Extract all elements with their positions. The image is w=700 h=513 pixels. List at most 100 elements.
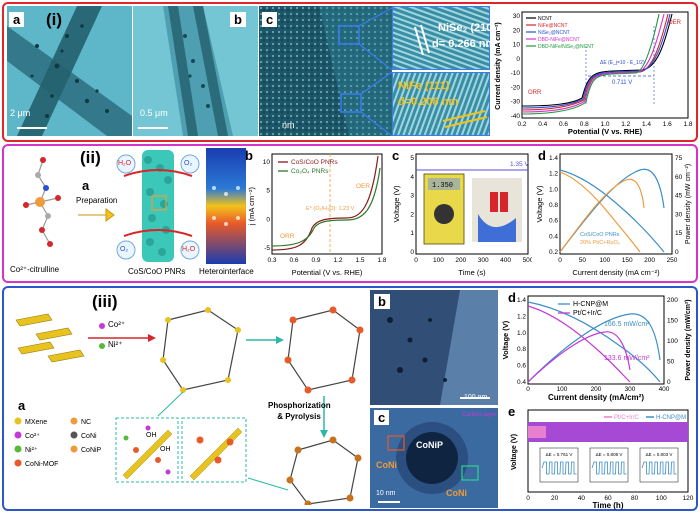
legend-entry: Pt/C+Ir/C	[614, 415, 640, 421]
scalebar-b: 0.5 μm	[140, 108, 168, 118]
label-i: (i)	[46, 10, 63, 29]
hr1-spacing: d= 0.266 nm	[432, 38, 496, 50]
row3d-ylabel2: Power density (mW/cm²)	[685, 299, 692, 380]
molecule-caption: Co²⁺-citrulline	[10, 265, 60, 274]
row3-chart-d: 0 100 200 300 400 1.4 1.2 1.0 0.8 0.6 0.4 200 150 1…	[501, 295, 692, 402]
row3d-xlabel: Current density (mA/cm²)	[548, 393, 644, 402]
bubble-o2-2: O₂	[120, 246, 129, 253]
x-tick-label: 400	[659, 386, 670, 393]
co-ion-label: Co²⁺	[108, 320, 126, 329]
x-tick-label: 0.8	[580, 121, 589, 128]
y-tick-label: 1	[410, 230, 414, 237]
hr1-label: NiSe₂ (210)	[438, 22, 497, 34]
y-tick-label: -20	[511, 84, 521, 91]
x-tick-label: 0.3	[267, 257, 276, 264]
ni-ion-label: Ni²⁺	[108, 340, 123, 349]
curve-nise2	[521, 13, 671, 109]
y-tick-label: 150	[667, 318, 678, 325]
preparation-arrow	[78, 208, 115, 222]
y-tick-label: 100	[667, 338, 678, 345]
curve-pt-pow	[527, 331, 631, 383]
row2d-ylabel2: Power density (mW cm⁻²)	[685, 164, 692, 244]
row3d-peak1: 166.5 mW/cm²	[604, 321, 650, 328]
legend-marker	[70, 445, 78, 453]
x-tick-label: 200	[455, 257, 466, 264]
y-tick-label: 30	[513, 13, 521, 20]
y-tick-label: 0	[675, 249, 679, 256]
x-tick-label: 200	[644, 257, 655, 264]
inset-wave	[591, 461, 627, 475]
curve-co3o4	[271, 167, 381, 247]
legend-entry: CoNi	[81, 433, 97, 440]
x-tick-label: 60	[604, 495, 612, 502]
row3-c-coni-2: CoNi	[446, 488, 467, 498]
x-tick-label: 0.6	[289, 257, 298, 264]
inset-label: ΔE = 0.803 V	[646, 452, 673, 457]
label-iii: (iii)	[92, 292, 118, 311]
oh-label-2: OH	[160, 446, 171, 453]
y-tick-label: 0.8	[549, 202, 558, 209]
legend-entry: Pt/C+Ir/C	[573, 310, 602, 317]
row1-lsv-chart: 0.2 0.4 0.6 0.8 1.0 1.2 1.4 1.6 1.8 30 20 10 0 -10 -2…	[495, 11, 693, 136]
legend-marker	[14, 459, 22, 467]
row2d-xlabel: Current density (mA cm⁻²)	[572, 268, 660, 277]
y-tick-label: 5	[266, 188, 270, 195]
row3-label-a: a	[18, 398, 26, 413]
nanorod-caption: CoS/CoO PNRs	[128, 267, 186, 276]
row3-label-d: d	[508, 290, 516, 305]
x-tick-label: 100	[433, 257, 444, 264]
x-tick-label: 1.6	[663, 121, 672, 128]
row2-label-b: b	[245, 148, 253, 163]
hetero-caption: Heterointerface	[199, 267, 254, 276]
y-tick-label: 2	[410, 211, 414, 218]
scalebar-c: nm	[282, 120, 295, 130]
row2-label-c: c	[392, 148, 400, 163]
x-tick-label: 50	[579, 257, 587, 264]
x-tick-label: 120	[683, 495, 694, 502]
label-a: a	[9, 12, 25, 27]
legend-entry: Co₃O₄ PNRs	[291, 168, 329, 175]
row2c-ylabel: Voltage (V)	[392, 185, 401, 223]
y-tick-label: 1.4	[549, 155, 558, 162]
row3e-xlabel: Time (h)	[593, 501, 624, 510]
x-tick-label: 200	[591, 386, 602, 393]
heterointerface-map	[206, 148, 246, 264]
hrtem-zoom-bottom	[392, 72, 490, 136]
legend-entry: CoNi-MOF	[25, 461, 58, 468]
row3-scale-c: 10 nm	[376, 490, 396, 497]
legend-marker	[14, 431, 22, 439]
curve-pt-vol	[527, 305, 631, 383]
row2b-xlabel: Potential (V vs. RHE)	[292, 268, 363, 277]
row3-label-e: e	[508, 404, 516, 419]
y-tick-label: 75	[675, 155, 683, 162]
row2b-ylabel: j (mA cm⁻²)	[247, 186, 256, 226]
x-tick-label: 1.0	[600, 121, 609, 128]
x-tick-label: 1.8	[377, 257, 386, 264]
row2-chart-c: 0 100 200 300 400 500 5 4 3 2 1 0 1.35 V 1.350 Tim…	[392, 153, 532, 277]
x-tick-label: 0.9	[311, 257, 320, 264]
row3-label-b: b	[374, 294, 390, 309]
y-tick-label: 50	[667, 359, 675, 366]
y-tick-label: 20	[513, 27, 521, 34]
y-tick-label: 1.2	[549, 171, 558, 178]
hrtem-image-c	[259, 6, 392, 136]
label-ii: (ii)	[80, 148, 101, 167]
row3d-ylabel: Voltage (V)	[501, 320, 510, 359]
y-tick-label: 10	[263, 159, 271, 166]
row3-c-conip: CoNiP	[416, 440, 443, 450]
x-tick-label: 0.4	[538, 121, 547, 128]
row2-label-a: a	[82, 178, 90, 193]
cos-coo-nanorod	[116, 150, 200, 262]
label-b: b	[230, 12, 246, 27]
x-tick-label: 40	[578, 495, 586, 502]
legend-entry: DBD-NiFe/NiSe₂@NCNT	[538, 44, 594, 50]
row2-chart-d: 0 50 100 150 200 250 1.41.21.00.80.60.40.2 75…	[536, 153, 692, 277]
y-tick-label: -40	[511, 113, 521, 120]
tem-image-row3-b	[370, 290, 498, 405]
curve-vol-cos	[559, 169, 665, 253]
curve-pow-pt	[559, 178, 645, 253]
y-tick-label: 1.4	[517, 297, 526, 304]
y-tick-label: 15	[675, 230, 683, 237]
x-tick-label: 0	[526, 386, 530, 393]
y-tick-label: 0	[667, 379, 671, 386]
